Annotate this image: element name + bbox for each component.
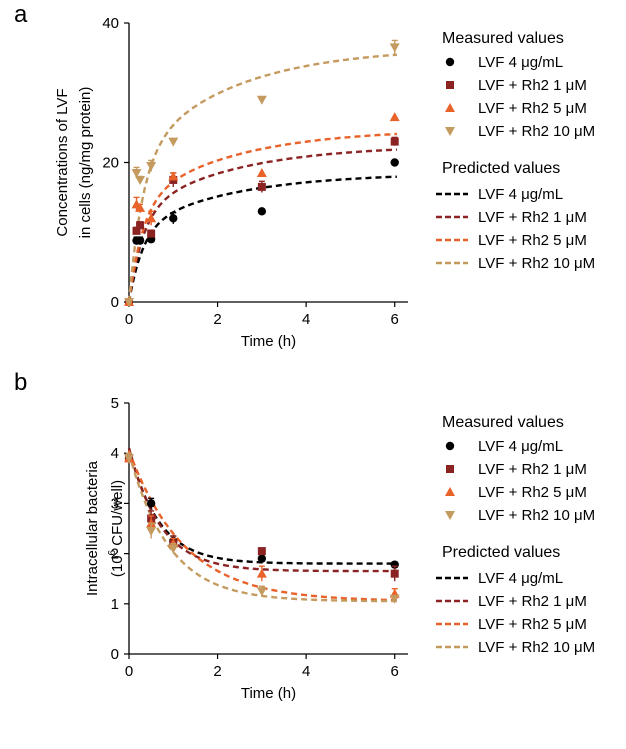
legend-label: LVF 4 μg/mL <box>478 438 563 455</box>
data-point <box>168 137 179 147</box>
legend-measured-title: Measured values <box>442 30 564 47</box>
data-point <box>146 161 157 171</box>
legend-predicted-title: Predicted values <box>442 160 560 177</box>
predicted-curve <box>127 450 397 602</box>
y-axis-label: Intracellular bacteria <box>84 460 101 596</box>
x-tick-label: 4 <box>302 663 310 680</box>
data-point <box>146 499 156 508</box>
predicted-curve <box>127 452 397 603</box>
y-tick-label: 20 <box>102 155 119 172</box>
legend-label: LVF + Rh2 1 μM <box>478 593 587 610</box>
panel-b: b 0 2 4 6 0 1 2 3 4 5 Time (h) Intracellular bacteri… <box>14 369 595 702</box>
y-axis-unit-sup: 6 <box>107 549 118 555</box>
data-point <box>390 158 399 167</box>
legend-measured-title: Measured values <box>442 414 564 431</box>
y-tick-label: 0 <box>111 294 119 311</box>
data-point <box>389 112 400 122</box>
data-point <box>135 202 146 212</box>
y-tick-label: 2 <box>111 546 119 563</box>
predicted-curve <box>127 148 397 303</box>
data-point <box>390 137 399 146</box>
data-point <box>257 547 266 556</box>
legend-marker <box>445 103 455 112</box>
y-axis-unit-suffix: CFU/well) <box>109 480 126 550</box>
x-tick-label: 2 <box>213 663 221 680</box>
x-axis-label: Time (h) <box>241 685 296 702</box>
legend-label: LVF + Rh2 5 μM <box>478 616 587 633</box>
x-tick-label: 6 <box>391 663 399 680</box>
data-point <box>146 213 157 223</box>
legend-label: LVF 4 μg/mL <box>478 570 563 587</box>
y-axis-label: Concentrations of LVF <box>54 88 71 236</box>
data-point <box>257 182 266 191</box>
legend-label: LVF + Rh2 5 μM <box>478 232 587 249</box>
data-point <box>136 221 145 230</box>
y-tick-label: 1 <box>111 596 119 613</box>
data-point <box>135 175 146 185</box>
legend-label: LVF + Rh2 10 μM <box>478 507 595 524</box>
legend-label: LVF 4 μg/mL <box>478 54 563 71</box>
data-point <box>390 569 399 578</box>
data-point <box>147 229 156 238</box>
y-axis-label: in cells (ng/mg protein) <box>77 87 94 239</box>
data-point <box>168 544 179 554</box>
data-point <box>256 167 267 177</box>
data-point <box>132 226 141 235</box>
panel-label: b <box>14 369 27 396</box>
legend-label: LVF + Rh2 1 μM <box>478 461 587 478</box>
x-axis-label: Time (h) <box>241 333 296 350</box>
y-axis-unit: (106 CFU/well) <box>107 480 126 577</box>
data-point <box>124 454 134 464</box>
legend-marker <box>445 511 455 520</box>
data-point <box>146 527 157 537</box>
x-tick-label: 2 <box>213 311 221 328</box>
legend-label: LVF + Rh2 10 μM <box>478 255 595 272</box>
legend-marker <box>445 127 455 136</box>
legend-label: LVF + Rh2 5 μM <box>478 100 587 117</box>
data-point <box>257 207 267 216</box>
legend-label: LVF + Rh2 1 μM <box>478 209 587 226</box>
data-point <box>124 298 134 307</box>
data-point <box>256 95 267 105</box>
y-tick-label: 40 <box>102 15 119 32</box>
y-tick-label: 0 <box>111 646 119 663</box>
legend-marker <box>446 465 454 473</box>
legend-marker <box>445 487 455 496</box>
data-point <box>135 236 145 245</box>
predicted-curve <box>127 53 398 303</box>
predicted-curve <box>127 175 397 303</box>
panel-label: a <box>14 1 28 28</box>
data-point <box>389 43 400 53</box>
y-tick-label: 3 <box>111 495 119 512</box>
data-point <box>169 214 178 223</box>
x-tick-label: 6 <box>391 311 399 328</box>
legend-label: LVF + Rh2 1 μM <box>478 77 587 94</box>
x-tick-label: 0 <box>125 663 133 680</box>
legend-predicted-title: Predicted values <box>442 544 560 561</box>
legend-marker <box>446 81 454 89</box>
panel-a: a 0 2 4 6 0 20 40 Time (h) Concentrations of LVF i… <box>14 1 595 350</box>
data-point <box>257 554 267 563</box>
y-tick-label: 5 <box>111 395 119 412</box>
legend-marker <box>445 57 455 67</box>
data-point <box>256 587 267 597</box>
x-tick-label: 4 <box>302 311 310 328</box>
data-point <box>168 171 179 181</box>
legend-label: LVF + Rh2 5 μM <box>478 484 587 501</box>
data-point <box>389 594 400 604</box>
y-tick-label: 4 <box>111 445 119 462</box>
x-tick-label: 0 <box>125 311 133 328</box>
legend-label: LVF + Rh2 10 μM <box>478 123 595 140</box>
legend-label: LVF + Rh2 10 μM <box>478 639 595 656</box>
legend-marker <box>445 441 455 451</box>
legend-label: LVF 4 μg/mL <box>478 186 563 203</box>
data-point <box>256 568 267 578</box>
y-axis-unit-prefix: (10 <box>109 555 126 577</box>
data-point <box>131 168 142 178</box>
